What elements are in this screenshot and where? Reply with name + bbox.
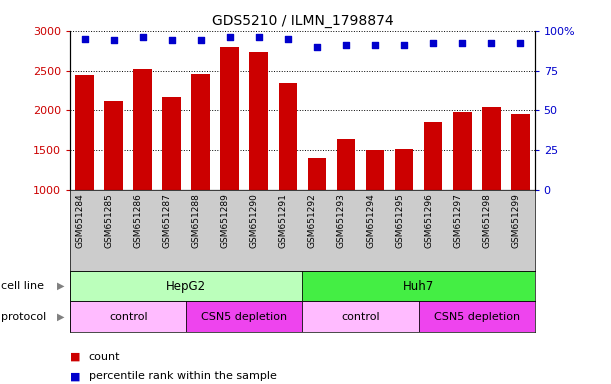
Text: GSM651293: GSM651293 (337, 193, 346, 248)
Bar (191, 74, 210, 270)
Point (370, 42, 380, 48)
Bar (365, 150, 384, 270)
Bar (279, 83, 298, 270)
Bar (453, 112, 472, 270)
Point (196, 37, 206, 43)
Point (138, 34, 148, 40)
Text: GSM651284: GSM651284 (76, 193, 85, 248)
Text: cell line: cell line (1, 281, 43, 291)
Bar (186, 301, 302, 332)
Point (312, 43, 322, 50)
Text: Huh7: Huh7 (403, 280, 434, 293)
Point (80, 36, 90, 42)
Text: HepG2: HepG2 (166, 280, 207, 293)
Point (515, 40, 525, 46)
Bar (70, 271, 302, 301)
Text: GSM651296: GSM651296 (424, 193, 433, 248)
Text: GSM651285: GSM651285 (105, 193, 114, 248)
Text: GSM651294: GSM651294 (366, 193, 375, 248)
Point (486, 40, 496, 46)
Text: GSM651290: GSM651290 (250, 193, 259, 248)
Point (283, 36, 293, 42)
Text: CSN5 depletion: CSN5 depletion (434, 312, 519, 322)
Text: GSM651295: GSM651295 (395, 193, 404, 248)
Bar (163, 97, 181, 270)
Point (225, 34, 235, 40)
Text: ■: ■ (70, 371, 81, 381)
Text: GSM651289: GSM651289 (221, 193, 230, 248)
Text: GSM651286: GSM651286 (134, 193, 143, 248)
Bar (423, 122, 442, 270)
Text: ■: ■ (70, 352, 81, 362)
Text: control: control (341, 312, 380, 322)
Text: GSM651291: GSM651291 (279, 193, 288, 248)
Point (167, 37, 177, 43)
Text: GSM651299: GSM651299 (511, 193, 520, 248)
Text: CSN5 depletion: CSN5 depletion (202, 312, 287, 322)
Text: protocol: protocol (1, 312, 46, 322)
Bar (337, 139, 356, 270)
Text: GSM651292: GSM651292 (308, 193, 317, 248)
Text: ▶: ▶ (57, 312, 64, 322)
Bar (395, 149, 414, 270)
Point (399, 42, 409, 48)
Bar (70, 301, 186, 332)
Bar (249, 52, 268, 270)
Bar (307, 158, 326, 270)
Text: ▶: ▶ (57, 281, 64, 291)
Text: GSM651288: GSM651288 (192, 193, 201, 248)
Text: percentile rank within the sample: percentile rank within the sample (89, 371, 276, 381)
Bar (302, 301, 419, 332)
Title: GDS5210 / ILMN_1798874: GDS5210 / ILMN_1798874 (211, 14, 393, 28)
Bar (511, 114, 530, 270)
Bar (481, 107, 500, 270)
Text: count: count (89, 352, 120, 362)
Bar (104, 101, 123, 270)
Point (341, 42, 351, 48)
Bar (75, 74, 94, 270)
Bar (221, 46, 240, 270)
Point (457, 40, 467, 46)
Text: GSM651287: GSM651287 (163, 193, 172, 248)
Bar (133, 69, 152, 270)
Text: GSM651298: GSM651298 (482, 193, 491, 248)
Point (254, 34, 264, 40)
Point (109, 37, 119, 43)
Point (428, 40, 438, 46)
Bar (419, 301, 535, 332)
Text: GSM651297: GSM651297 (453, 193, 462, 248)
Bar (302, 271, 535, 301)
Text: control: control (109, 312, 148, 322)
